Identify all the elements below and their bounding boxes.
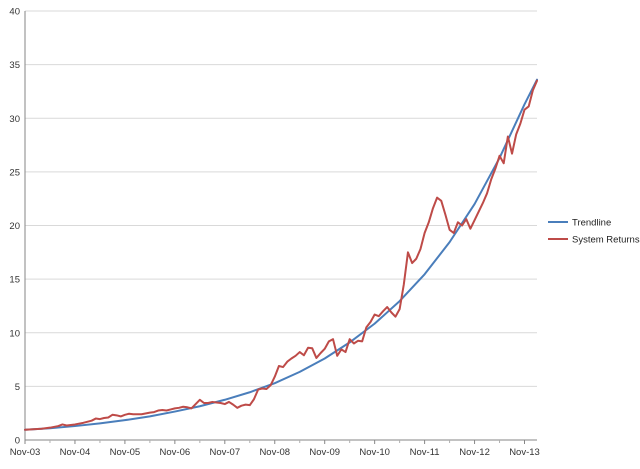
x-tick-label: Nov-03 (10, 447, 41, 458)
x-tick-label: Nov-11 (410, 447, 440, 458)
series-lines (24, 78, 538, 431)
legend: Trendline System Returns (548, 218, 640, 246)
x-tick-label: Nov-05 (110, 447, 141, 458)
x-tick-label: Nov-08 (259, 447, 290, 458)
y-tick-label: 35 (9, 60, 20, 71)
grid-lines (25, 10, 537, 441)
x-tick-label: Nov-06 (160, 447, 191, 458)
axes: 0 5 10 15 20 25 30 35 40 Nov-03 Nov-04 Nov-05 Nov-06… (9, 7, 539, 459)
y-tick-label: 25 (9, 167, 20, 178)
y-tick-label: 40 (9, 7, 20, 18)
x-tick-label: Nov-07 (209, 447, 240, 458)
series-line-system-returns (24, 79, 538, 431)
y-tick-label: 0 (15, 436, 20, 447)
x-tick-label: Nov-13 (509, 447, 540, 458)
series-line-trendline (24, 78, 538, 431)
y-tick-label: 30 (9, 114, 20, 125)
x-tick-label: Nov-12 (459, 447, 490, 458)
y-tick-label: 20 (9, 221, 20, 232)
x-tick-label: Nov-10 (359, 447, 390, 458)
x-tick-label: Nov-09 (309, 447, 340, 458)
y-tick-label: 15 (9, 275, 20, 286)
x-tick-label: Nov-04 (60, 447, 91, 458)
y-tick-label: 10 (9, 328, 20, 339)
legend-label: System Returns (572, 235, 640, 246)
legend-label: Trendline (572, 218, 611, 229)
y-tick-label: 5 (15, 382, 20, 393)
